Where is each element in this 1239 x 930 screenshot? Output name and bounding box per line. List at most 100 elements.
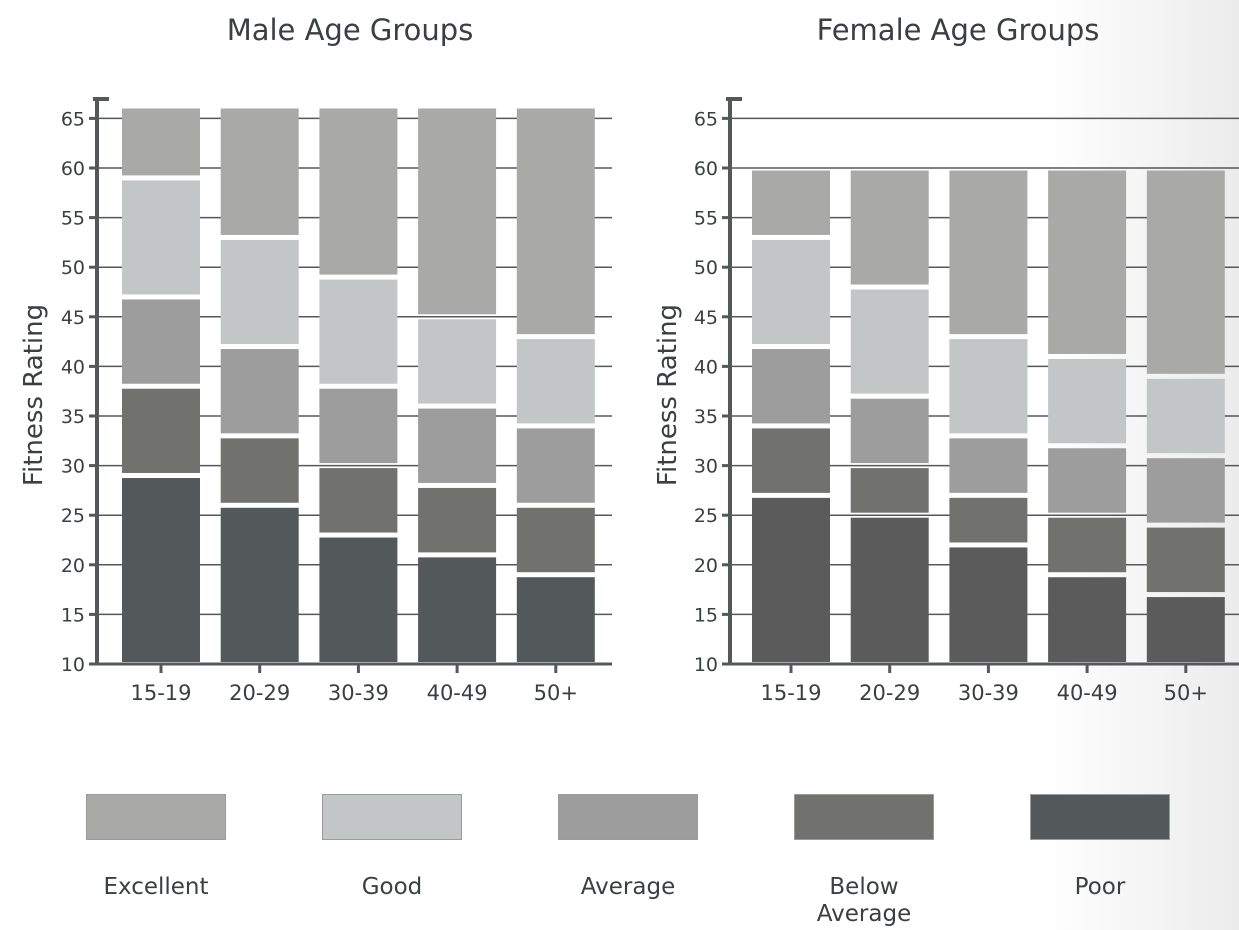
male-bar-50-poor: [516, 577, 595, 662]
female-y-tick-label-15: 15: [694, 604, 718, 626]
female-y-tick-label-10: 10: [694, 654, 718, 676]
male-bar-40-49-poor: [418, 557, 497, 662]
legend-swatch-poor: [1030, 794, 1170, 840]
male-y-tick-label-15: 15: [61, 604, 85, 626]
male-x-tick-label-20-29: 20-29: [229, 681, 290, 705]
male-x-tick-label-15-19: 15-19: [130, 681, 191, 705]
female-bar-30-39-average: [949, 438, 1028, 493]
male-bar-40-49-average: [418, 408, 497, 483]
female-y-tick-label-50: 50: [694, 257, 718, 279]
male-bar-30-39-poor: [319, 537, 398, 662]
male-bar-15-19-below-average: [122, 388, 200, 474]
female-bar-15-19-excellent: [752, 170, 830, 235]
legend-label-good: Good: [361, 874, 423, 900]
female-bar-15-19-average: [752, 349, 830, 424]
male-y-tick-label-50: 50: [61, 257, 85, 279]
male-chart-title: Male Age Groups: [227, 13, 474, 47]
male-y-tick-label-35: 35: [61, 406, 85, 428]
male-y-tick-label-25: 25: [61, 505, 85, 527]
legend-label-average: Average: [580, 874, 676, 900]
female-y-tick-label-35: 35: [694, 406, 718, 428]
male-y-tick-label-55: 55: [61, 208, 85, 230]
female-bar-50-below-average: [1146, 527, 1225, 593]
male-bar-20-29-below-average: [220, 438, 299, 503]
female-y-tick-label-30: 30: [694, 456, 718, 478]
female-x-tick-label-30-39: 30-39: [958, 681, 1019, 705]
female-bar-40-49-poor: [1048, 577, 1127, 662]
legend-swatch-good: [322, 794, 462, 840]
female-x-tick-label-50: 50+: [1164, 681, 1208, 705]
female-x-tick-label-20-29: 20-29: [859, 681, 920, 705]
male-bar-30-39-average: [319, 388, 398, 464]
male-bar-15-19-good: [122, 180, 200, 295]
male-x-tick-label-50: 50+: [534, 681, 578, 705]
female-bar-50-average: [1146, 458, 1225, 523]
male-bar-50-good: [516, 339, 595, 424]
female-bar-30-39-excellent: [949, 170, 1028, 335]
male-y-tick-label-30: 30: [61, 456, 85, 478]
male-y-tick-label-40: 40: [61, 356, 85, 378]
female-y-tick-label-60: 60: [694, 158, 718, 180]
male-y-tick-label-60: 60: [61, 158, 85, 180]
female-y-axis-label: Fitness Rating: [653, 304, 683, 486]
female-bar-30-39-below-average: [949, 497, 1028, 543]
female-bar-40-49-below-average: [1048, 517, 1127, 573]
female-bar-20-29-excellent: [850, 170, 929, 285]
charts-canvas: Male Age Groups Fitness Rating 10 15 20 25 30 3…: [19, 13, 1239, 705]
legend-label-below-average: Below Average: [816, 874, 912, 927]
legend-label-poor: Poor: [1074, 874, 1126, 900]
female-bar-40-49-excellent: [1048, 170, 1127, 354]
female-bar-15-19-good: [752, 239, 830, 345]
male-bar-30-39-good: [319, 279, 398, 384]
male-bar-40-49-good: [418, 319, 497, 404]
female-bar-20-29-poor: [850, 517, 929, 662]
male-x-tick-label-30-39: 30-39: [328, 681, 389, 705]
male-bar-20-29-poor: [220, 507, 299, 662]
female-y-tick-label-25: 25: [694, 505, 718, 527]
female-y-tick-label-55: 55: [694, 208, 718, 230]
female-bar-15-19-below-average: [752, 428, 830, 493]
female-bar-20-29-below-average: [850, 468, 929, 513]
female-bar-50-poor: [1146, 597, 1225, 662]
male-bar-50-average: [516, 428, 595, 503]
female-y-tick-label-45: 45: [694, 307, 718, 329]
female-bar-40-49-average: [1048, 448, 1127, 513]
male-bar-40-49-below-average: [418, 487, 497, 553]
female-bar-30-39-poor: [949, 547, 1028, 662]
female-chart-title: Female Age Groups: [817, 13, 1100, 47]
male-y-tick-label-20: 20: [61, 555, 85, 577]
male-bar-15-19-average: [122, 299, 200, 384]
male-bar-20-29-average: [220, 349, 299, 434]
male-bar-20-29-good: [220, 239, 299, 345]
male-bar-50-excellent: [516, 108, 595, 335]
male-bar-30-39-below-average: [319, 468, 398, 533]
male-y-tick-label-45: 45: [61, 307, 85, 329]
male-y-tick-label-10: 10: [61, 654, 85, 676]
female-y-tick-label-20: 20: [694, 555, 718, 577]
legend-swatch-excellent: [86, 794, 226, 840]
male-bar-20-29-excellent: [220, 108, 299, 235]
female-bar-20-29-good: [850, 289, 929, 394]
female-bar-20-29-average: [850, 398, 929, 464]
male-bar-15-19-poor: [122, 478, 200, 662]
legend-swatch-average: [558, 794, 698, 840]
male-bar-30-39-excellent: [319, 108, 398, 275]
female-x-tick-label-40-49: 40-49: [1057, 681, 1118, 705]
female-bar-40-49-good: [1048, 358, 1127, 444]
female-bar-50-good: [1146, 378, 1225, 454]
male-bar-15-19-excellent: [122, 108, 200, 176]
legend-swatch-below-average: [794, 794, 934, 840]
male-bar-40-49-excellent: [418, 108, 497, 315]
male-x-tick-label-40-49: 40-49: [427, 681, 488, 705]
legend-label-excellent: Excellent: [103, 874, 209, 900]
female-bar-15-19-poor: [752, 497, 830, 662]
female-y-tick-label-65: 65: [694, 108, 718, 130]
female-bar-30-39-good: [949, 339, 1028, 434]
female-y-tick-label-40: 40: [694, 356, 718, 378]
female-x-tick-label-15-19: 15-19: [760, 681, 821, 705]
male-bar-50-below-average: [516, 507, 595, 573]
female-bar-50-excellent: [1146, 170, 1225, 374]
male-y-axis-label: Fitness Rating: [19, 304, 49, 486]
male-y-tick-label-65: 65: [61, 108, 85, 130]
